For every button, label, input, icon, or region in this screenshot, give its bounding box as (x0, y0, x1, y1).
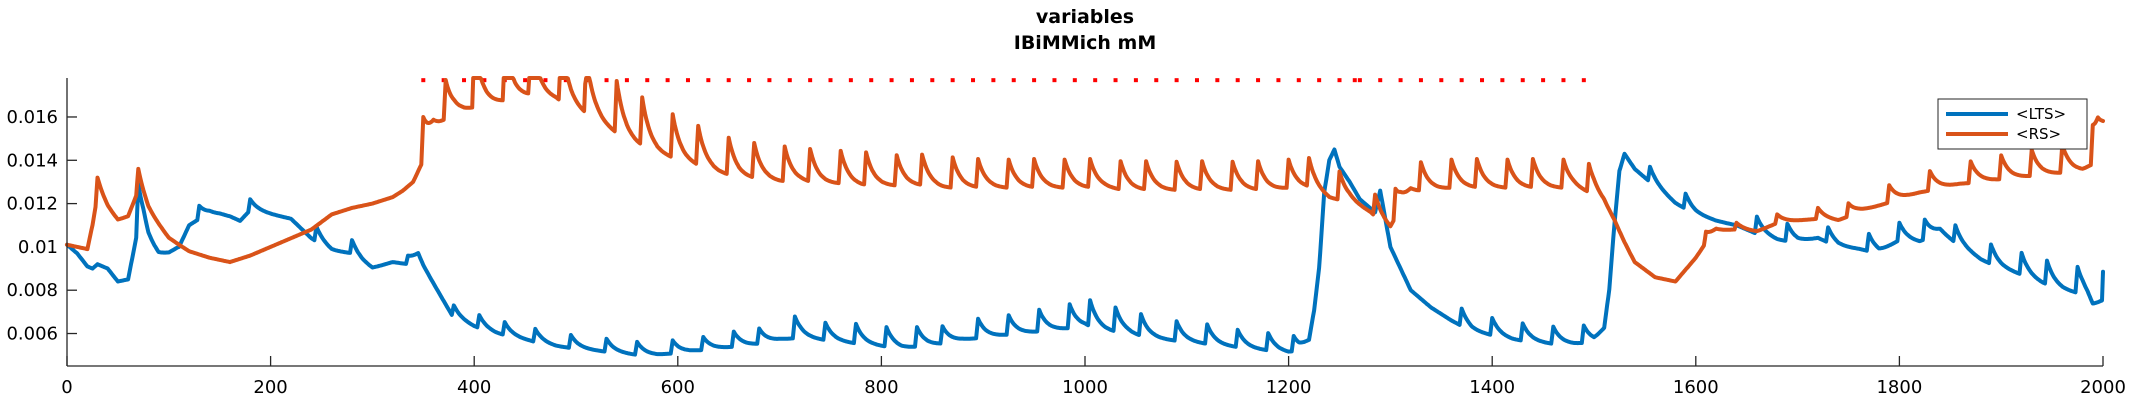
event-marker (1500, 78, 1505, 83)
event-marker (421, 78, 426, 83)
event-marker (991, 78, 996, 83)
y-tick-label: 0.012 (6, 194, 58, 215)
event-marker (747, 78, 752, 83)
event-marker (604, 78, 609, 83)
series-line-rs (65, 76, 2105, 284)
event-marker (1561, 78, 1566, 83)
event-marker (808, 78, 813, 83)
event-marker (543, 78, 548, 83)
event-marker (1215, 78, 1220, 83)
event-marker (1154, 78, 1159, 83)
x-tick-label: 600 (661, 377, 695, 398)
event-marker (930, 78, 935, 83)
event-marker (645, 78, 650, 83)
event-marker (1174, 78, 1179, 83)
axis-ticks: 0 200 400 600 800 1000 1200 1400 1600 1800 2000 0.0… (6, 107, 2125, 398)
event-marker (1194, 78, 1199, 83)
x-tick-label: 1400 (1469, 377, 1515, 398)
event-marker (909, 78, 914, 83)
event-marker (1072, 78, 1077, 83)
x-tick-label: 1800 (1876, 377, 1922, 398)
x-tick-label: 1000 (1062, 377, 1108, 398)
legend-box (1937, 98, 2088, 150)
event-marker (482, 78, 487, 83)
legend-label-rs: <RS> (2016, 125, 2061, 143)
event-marker (1032, 78, 1037, 83)
event-marker (1378, 78, 1383, 83)
y-tick-label: 0.006 (6, 324, 58, 345)
x-tick-label: 1600 (1673, 377, 1719, 398)
event-marker (706, 78, 711, 83)
event-marker (787, 78, 792, 83)
event-marker (889, 78, 894, 83)
event-marker (1337, 78, 1342, 83)
legend[interactable]: <LTS> <RS> (1937, 98, 2088, 150)
event-marker (971, 78, 976, 83)
legend-label-lts: <LTS> (2016, 105, 2066, 123)
event-marker (848, 78, 853, 83)
event-marker (563, 78, 568, 83)
event-marker (441, 78, 446, 83)
x-tick-label: 800 (864, 377, 898, 398)
y-tick-label: 0.014 (6, 150, 58, 171)
series-lines (65, 76, 2105, 357)
event-marker (1317, 78, 1322, 83)
event-markers (421, 78, 1586, 83)
x-tick-label: 2000 (2080, 377, 2126, 398)
event-marker (1459, 78, 1464, 83)
x-tick-label: 200 (253, 377, 287, 398)
axes (66, 78, 2103, 367)
event-marker (1093, 78, 1098, 83)
event-marker (1113, 78, 1118, 83)
event-marker (685, 78, 690, 83)
event-marker (1133, 78, 1138, 83)
event-marker (1352, 78, 1357, 83)
x-tick-label: 1200 (1266, 377, 1312, 398)
event-marker (767, 78, 772, 83)
event-marker (1581, 78, 1586, 83)
event-marker (950, 78, 955, 83)
event-marker (1276, 78, 1281, 83)
y-tick-label: 0.016 (6, 107, 58, 128)
x-tick-label: 0 (61, 377, 72, 398)
event-marker (1541, 78, 1546, 83)
event-marker (1480, 78, 1485, 83)
event-marker (1520, 78, 1525, 83)
event-marker (1235, 78, 1240, 83)
series-line-lts (65, 147, 2105, 357)
event-marker (1256, 78, 1261, 83)
event-marker (828, 78, 833, 83)
event-marker (462, 78, 467, 83)
event-marker (523, 78, 528, 83)
event-marker (1296, 78, 1301, 83)
event-marker (1398, 78, 1403, 83)
event-marker (624, 78, 629, 83)
event-marker (1052, 78, 1057, 83)
event-marker (665, 78, 670, 83)
y-tick-label: 0.01 (18, 237, 58, 258)
event-marker (1418, 78, 1423, 83)
y-tick-label: 0.008 (6, 280, 58, 301)
chart-title-line-2: IBiMMich mM (1014, 32, 1157, 54)
event-marker (1011, 78, 1016, 83)
x-tick-label: 400 (457, 377, 491, 398)
event-marker (726, 78, 731, 83)
event-marker (1439, 78, 1444, 83)
event-marker (869, 78, 874, 83)
chart-title-line-1: variables (1036, 6, 1134, 28)
event-marker (1357, 78, 1362, 83)
